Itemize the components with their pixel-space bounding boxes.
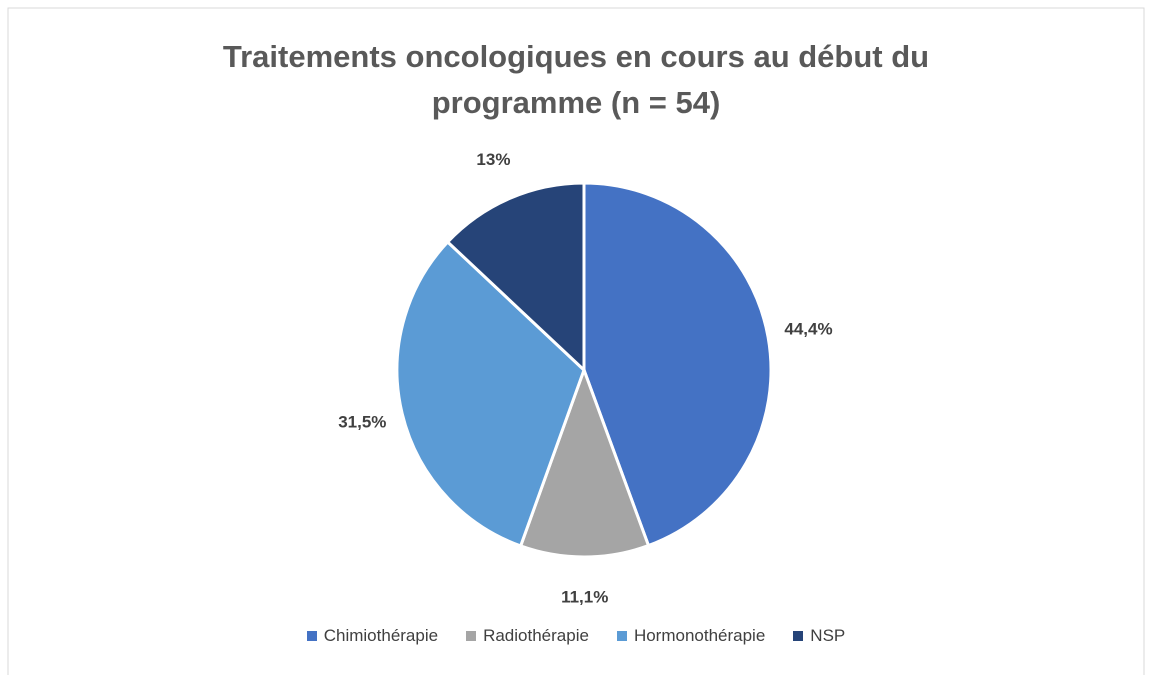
data-label: 44,4%	[784, 320, 832, 339]
legend-swatch	[306, 631, 317, 641]
legend-item: Radiothérapie	[466, 626, 589, 646]
pie-slice	[518, 365, 651, 559]
pie-slice	[395, 239, 586, 548]
legend-label: Hormonothérapie	[633, 626, 766, 645]
chart-title: Traitements oncologiques en cours au déb…	[222, 39, 930, 120]
data-label: 11,1%	[561, 587, 608, 606]
legend-label: NSP	[810, 626, 846, 645]
legend-item: NSP	[793, 626, 845, 646]
legend-swatch	[466, 631, 477, 641]
legend-item: Chimiothérapie	[306, 626, 439, 646]
legend-swatch	[793, 631, 804, 641]
pie-slice	[445, 181, 586, 374]
legend-label: Chimiothérapie	[323, 626, 439, 645]
data-label: 31,5%	[338, 413, 386, 432]
legend: Chimiothérapie Radiothérapie Hormonothérap…	[0, 626, 1152, 646]
legend-swatch	[616, 631, 627, 641]
legend-item: Hormonothérapie	[616, 626, 766, 646]
legend-label: Radiothérapie	[483, 626, 589, 645]
chart-border	[7, 7, 1145, 675]
data-label: 13%	[476, 150, 510, 169]
pie-slice	[582, 181, 773, 548]
